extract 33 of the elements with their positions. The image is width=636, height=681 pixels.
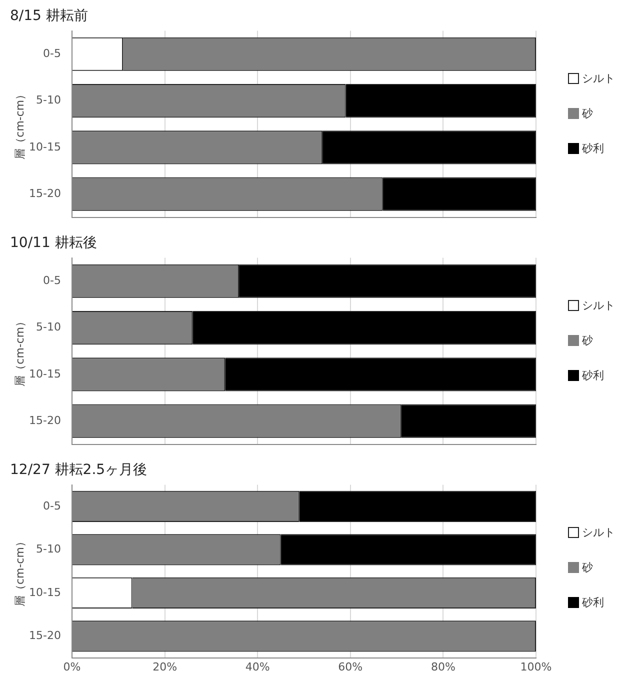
x-tick-label: 100%: [520, 660, 552, 674]
x-tick-label: 20%: [152, 660, 178, 674]
y-axis-title: 層（cm-cm）: [13, 88, 26, 160]
legend-label: 砂利: [582, 141, 604, 156]
y-tick-label: 5-10: [36, 542, 61, 556]
chart-title: 12/27 耕耘2.5ヶ月後: [10, 462, 148, 478]
y-tick-label: 15-20: [29, 414, 61, 427]
x-tick-label: 0%: [63, 660, 81, 674]
y-tick-label: 15-20: [29, 186, 61, 200]
x-tick-label: 60%: [338, 660, 363, 674]
y-tick-label: 5-10: [36, 94, 61, 107]
chart-title: 8/15 耕耘前: [10, 8, 88, 24]
y-tick-label: 5-10: [36, 320, 61, 334]
y-axis-title: 層（cm-cm）: [13, 536, 26, 607]
y-tick-label: 0-5: [43, 499, 61, 512]
legend-label: 砂利: [582, 368, 604, 383]
y-tick-label: 10-15: [29, 586, 61, 599]
y-tick-label: 0-5: [43, 46, 61, 60]
y-tick-label: 0-5: [43, 274, 61, 287]
legend-label: 砂利: [582, 595, 604, 610]
y-tick-label: 10-15: [29, 367, 61, 380]
x-tick-label: 80%: [430, 660, 456, 674]
legend-label: 砂: [582, 333, 593, 348]
legend-label: 砂: [582, 106, 593, 121]
chart-title: 10/11 耕耘後: [10, 235, 97, 252]
y-tick-label: 15-20: [29, 629, 61, 642]
legend-label: シルト: [582, 525, 615, 540]
legend-label: シルト: [582, 298, 615, 313]
y-tick-label: 10-15: [29, 140, 61, 154]
legend-label: シルト: [582, 71, 615, 86]
y-axis-title: 層（cm-cm）: [13, 316, 26, 386]
x-tick-label: 40%: [245, 660, 270, 674]
legend-label: 砂: [582, 560, 593, 575]
